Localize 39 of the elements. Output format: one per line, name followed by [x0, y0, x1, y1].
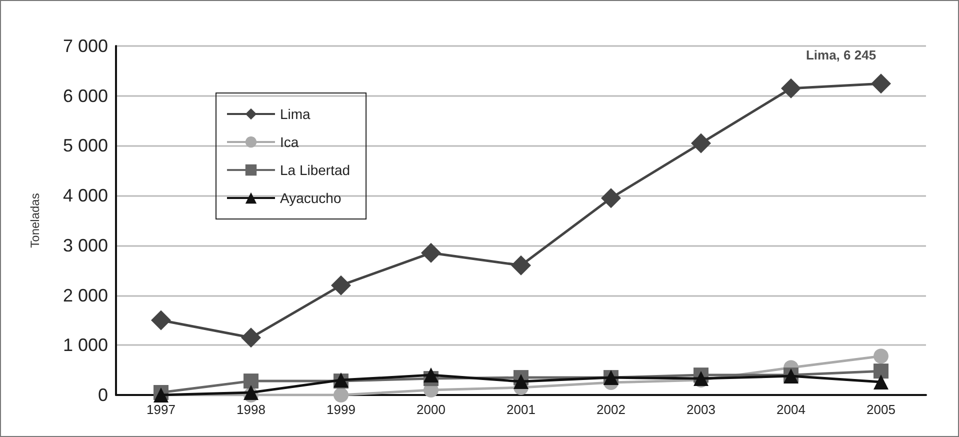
legend-label: Ica: [280, 134, 299, 150]
point: [151, 310, 171, 330]
point: [691, 133, 711, 154]
point: [874, 364, 888, 379]
point: [871, 74, 891, 94]
annotation: Lima, 6 245: [806, 48, 876, 63]
x-tick-label: 2005: [866, 402, 896, 417]
y-tick-label: 6 000: [62, 86, 108, 106]
y-tick-label: 7 000: [62, 36, 108, 56]
point: [241, 328, 261, 348]
point: [874, 348, 888, 364]
x-tick-label: 1999: [326, 402, 356, 417]
point: [781, 78, 801, 98]
y-tick-label: 2 000: [62, 285, 108, 306]
y-tick-label: 3 000: [62, 235, 108, 256]
x-tick-label: 2004: [776, 402, 806, 417]
x-tick-label: 2002: [596, 402, 626, 417]
y-tick-label: 5 000: [62, 136, 108, 156]
y-tick-label: 1 000: [62, 335, 108, 356]
x-tick-label: 2001: [506, 402, 536, 417]
legend-label: Lima: [280, 106, 311, 122]
point: [334, 388, 348, 402]
point: [421, 242, 441, 263]
x-tick-label: 2000: [416, 402, 446, 417]
point: [874, 374, 888, 390]
x-tick-label: 1998: [236, 402, 266, 417]
legend-label: La Libertad: [280, 162, 350, 178]
point: [424, 368, 438, 383]
point: [511, 255, 531, 276]
point: [244, 374, 258, 389]
x-tick-label: 1997: [146, 402, 176, 417]
y-tick-label: 4 000: [62, 186, 108, 206]
point: [601, 188, 621, 208]
point: [514, 374, 528, 390]
x-tick-label: 2003: [686, 402, 716, 417]
y-tick-label: 0: [98, 385, 108, 405]
point: [331, 275, 351, 296]
y-axis-title: Toneladas: [28, 193, 42, 248]
legend-label: Ayacucho: [280, 190, 342, 206]
